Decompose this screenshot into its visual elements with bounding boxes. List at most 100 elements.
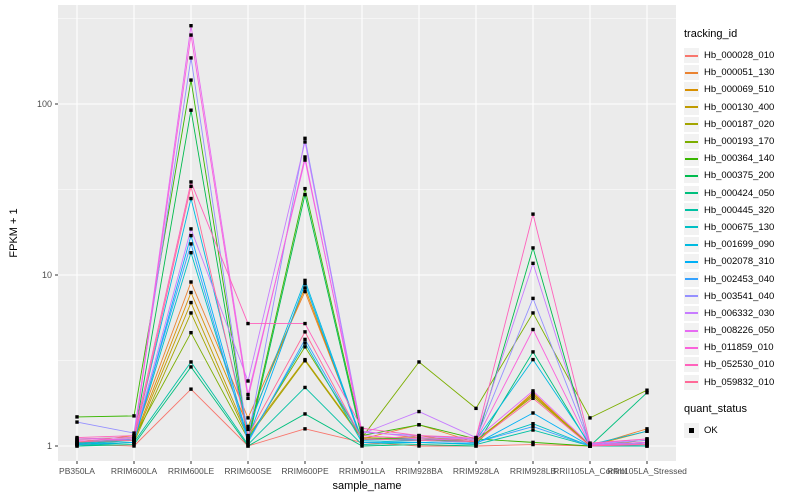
y-tick-label: 10 — [42, 270, 52, 280]
data-point — [531, 440, 535, 445]
legend-key-swatch — [684, 254, 699, 270]
legend-key-swatch — [684, 219, 699, 235]
data-point — [303, 192, 307, 197]
data-point — [303, 321, 307, 326]
data-point — [189, 365, 193, 369]
legend-key-swatch — [684, 116, 699, 132]
legend-item-label: Hb_001699_090 — [704, 239, 775, 251]
data-point — [303, 345, 307, 349]
data-point — [246, 440, 250, 445]
legend-item: Hb_011859_010 — [684, 339, 798, 356]
legend-key-swatch — [684, 340, 699, 356]
data-point — [189, 280, 193, 284]
series-color-line-icon — [685, 381, 698, 384]
data-point — [189, 56, 193, 60]
data-point — [132, 431, 136, 435]
data-point — [246, 379, 250, 383]
series-color-line-icon — [685, 54, 698, 57]
legend-item-ok: OK — [684, 422, 798, 439]
series-color-line-icon — [685, 157, 698, 160]
data-point — [417, 409, 421, 414]
legend-item: Hb_006332_030 — [684, 305, 798, 322]
legend-key-swatch — [684, 65, 699, 81]
data-point — [75, 420, 79, 424]
data-point — [531, 396, 535, 401]
data-point — [417, 438, 421, 442]
ok-key-swatch — [684, 422, 699, 438]
x-tick-label: RRII105LA_Control — [553, 466, 627, 476]
data-point — [303, 341, 307, 345]
data-point — [531, 350, 535, 354]
legend-key-swatch — [684, 357, 699, 373]
data-point — [189, 330, 193, 335]
data-point — [531, 261, 535, 266]
series-color-line-icon — [685, 346, 698, 349]
data-point — [303, 278, 307, 283]
data-point — [246, 416, 250, 420]
data-point — [474, 406, 478, 411]
data-point — [189, 180, 193, 184]
data-point — [189, 78, 193, 82]
data-point — [474, 439, 478, 444]
data-point — [360, 442, 364, 447]
data-point — [132, 438, 136, 442]
data-point — [189, 360, 193, 364]
series-color-line-icon — [685, 312, 698, 315]
legend-title-quant-status: quant_status — [684, 402, 747, 415]
legend-key-swatch — [684, 168, 699, 184]
data-point — [360, 437, 364, 441]
data-point — [531, 327, 535, 332]
legend-item: Hb_000130_400 — [684, 99, 798, 116]
legend-key-swatch — [684, 305, 699, 321]
data-point — [132, 433, 136, 438]
legend-key-swatch — [684, 288, 699, 304]
legend-item: Hb_002453_040 — [684, 270, 798, 287]
series-color-line-icon — [685, 226, 698, 229]
legend-key-swatch — [684, 134, 699, 150]
data-point — [531, 390, 535, 395]
data-point — [75, 435, 79, 440]
legend-item: Hb_052530_010 — [684, 356, 798, 373]
series-color-line-icon — [685, 295, 698, 298]
legend-item-label: Hb_000028_010 — [704, 50, 775, 62]
legend-item-label: Hb_002078_310 — [704, 256, 775, 268]
legend-key-swatch — [684, 99, 699, 115]
data-point — [645, 437, 649, 441]
data-point — [189, 184, 193, 189]
legend-item-label: Hb_000187_020 — [704, 118, 775, 130]
data-point — [417, 433, 421, 438]
data-point — [360, 426, 364, 430]
data-point — [417, 440, 421, 445]
legend-item-label: Hb_008226_050 — [704, 325, 775, 337]
data-point — [531, 442, 535, 447]
legend-item-label: Hb_011859_010 — [704, 342, 774, 354]
data-point — [75, 415, 79, 419]
legend-key-swatch — [684, 151, 699, 167]
data-point — [132, 442, 136, 447]
legend-item: Hb_001699_090 — [684, 236, 798, 253]
data-point — [189, 24, 193, 28]
legend-item-label: Hb_052530_010 — [704, 359, 775, 371]
plot-panel — [58, 5, 676, 461]
series-color-line-icon — [685, 192, 698, 195]
square-point-icon — [689, 428, 694, 433]
data-point — [189, 196, 193, 201]
data-point — [531, 212, 535, 216]
legend-key-swatch — [684, 82, 699, 98]
data-point — [303, 289, 307, 294]
legend-item: Hb_000028_010 — [684, 47, 798, 64]
data-point — [303, 281, 307, 286]
legend-item: Hb_008226_050 — [684, 322, 798, 339]
legend-item-label: Hb_000069_510 — [704, 84, 775, 96]
data-point — [303, 158, 307, 162]
data-point — [303, 385, 307, 390]
series-color-line-icon — [685, 71, 698, 74]
legend-item-label: OK — [704, 424, 718, 436]
data-point — [246, 392, 250, 397]
legend-item-label: Hb_000675_130 — [704, 221, 775, 233]
legend-title-tracking-id: tracking_id — [684, 28, 738, 40]
legend-item: Hb_000051_130 — [684, 64, 798, 81]
legend-key-swatch — [684, 374, 699, 390]
legend-section-quant-status: quant_status OK — [684, 403, 798, 439]
data-point — [417, 360, 421, 364]
